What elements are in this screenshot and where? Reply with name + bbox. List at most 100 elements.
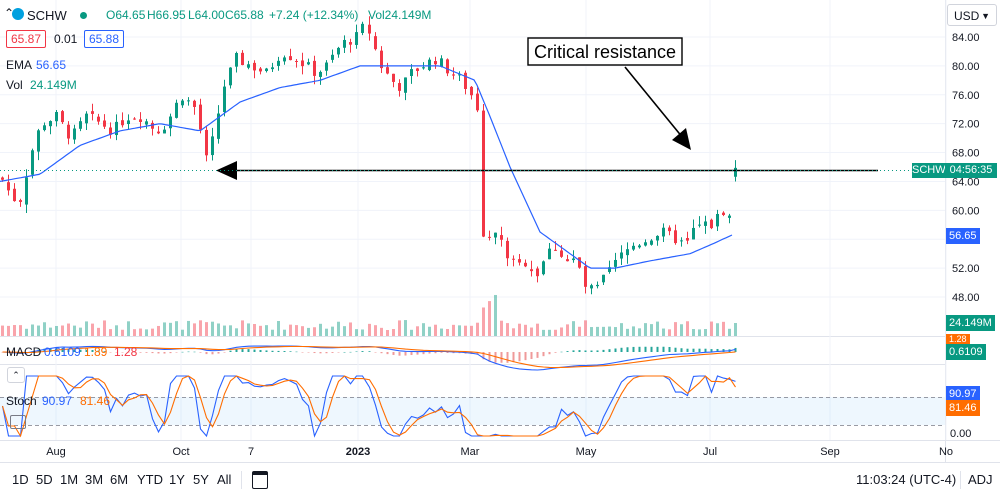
macd-hist-bar xyxy=(488,352,491,362)
macd-hist-bar xyxy=(343,351,346,353)
volume-bar xyxy=(85,321,88,336)
volume-bar xyxy=(704,329,707,336)
vol-label[interactable]: Vol xyxy=(6,78,23,92)
candle-body xyxy=(19,200,22,202)
macd-hist-bar xyxy=(253,349,256,352)
timeframe-5y[interactable]: 5Y xyxy=(193,472,209,487)
volume-bar xyxy=(674,322,677,336)
volume-bar xyxy=(620,323,623,336)
macd-hist-bar xyxy=(319,352,322,354)
candle-body xyxy=(626,249,629,256)
candle-body xyxy=(440,58,443,67)
timeframe-5d[interactable]: 5D xyxy=(36,472,53,487)
macd-hist-bar xyxy=(644,346,647,352)
volume-bar xyxy=(716,323,719,336)
calendar-icon[interactable] xyxy=(252,471,268,489)
volume-bar xyxy=(500,320,503,336)
candle-body xyxy=(386,67,389,74)
timeframe-1m[interactable]: 1M xyxy=(60,472,79,487)
macd-hist-bar xyxy=(578,350,581,352)
candles xyxy=(1,16,737,295)
macd-hist-bar xyxy=(614,348,617,352)
candle-body xyxy=(79,121,82,129)
macd-hist-bar xyxy=(211,352,214,355)
macd-hist-bar xyxy=(476,352,479,355)
candle-body xyxy=(710,219,713,229)
symbol-name[interactable]: SCHW xyxy=(27,8,67,23)
candle-body xyxy=(127,120,130,125)
volume-bar xyxy=(145,329,148,336)
volume-bar xyxy=(398,320,401,336)
macd-hist-bar xyxy=(289,351,292,352)
collapse-chevron-icon[interactable]: ⌃ xyxy=(4,6,15,20)
volume-bar xyxy=(211,321,214,336)
ema-label[interactable]: EMA xyxy=(6,58,33,72)
macd-hist-bar xyxy=(536,352,539,358)
macd-hist-bar xyxy=(548,352,551,355)
macd-hist-bar xyxy=(680,348,683,352)
candle-body xyxy=(458,74,461,76)
timeframe-all[interactable]: All xyxy=(217,472,232,487)
macd-hist-bar xyxy=(181,351,184,353)
macd-hist-bar xyxy=(710,349,713,352)
chevron-down-icon: ▼ xyxy=(981,11,990,21)
gridlines xyxy=(0,0,947,440)
candle-body xyxy=(169,116,172,129)
macd-value: 0.6109 xyxy=(44,345,81,359)
volume-bar xyxy=(530,327,533,336)
vol-legend-value: 24.149M xyxy=(30,78,77,92)
macd-hist-bar xyxy=(686,348,689,352)
macd-hist-bar xyxy=(295,351,298,353)
candle-body xyxy=(620,252,623,259)
macd-label[interactable]: MACD xyxy=(6,345,42,359)
adj-toggle[interactable]: ADJ xyxy=(968,472,993,487)
timeframe-1y[interactable]: 1Y xyxy=(169,472,185,487)
volume-bar xyxy=(175,321,178,336)
macd-hist-bar xyxy=(542,352,545,357)
annotation-arrow[interactable] xyxy=(624,66,684,139)
annotation-box[interactable] xyxy=(527,37,683,66)
timeframe-6m[interactable]: 6M xyxy=(110,472,129,487)
volume-bar xyxy=(446,328,449,336)
volume-bar xyxy=(602,326,605,336)
stoch-label[interactable]: Stoch xyxy=(6,394,37,408)
candle-body xyxy=(464,72,467,89)
candle-body xyxy=(422,67,425,69)
volume-bar xyxy=(91,323,94,336)
volume-bar xyxy=(470,325,473,336)
stoch-k-value: 90.97 xyxy=(42,394,73,408)
macd-hist-bar xyxy=(392,352,395,355)
candle-body xyxy=(392,73,395,82)
candle-body xyxy=(674,230,677,244)
timeframe-3m[interactable]: 3M xyxy=(85,472,104,487)
candle-body xyxy=(277,60,280,66)
macd-hist-bar xyxy=(67,348,70,352)
settings-icon[interactable] xyxy=(10,415,26,429)
macd-hist-bar xyxy=(602,349,605,352)
timeframe-ytd[interactable]: YTD xyxy=(137,472,163,487)
timeframe-1d[interactable]: 1D xyxy=(12,472,29,487)
candle-body xyxy=(374,36,377,50)
volume-bar xyxy=(97,327,100,336)
ask-price[interactable]: 65.88 xyxy=(84,30,125,48)
macd-hist-bar xyxy=(73,349,76,352)
volume-bar xyxy=(380,327,383,336)
candle-body xyxy=(43,125,46,131)
candle-body xyxy=(313,60,316,76)
volume-bar xyxy=(590,327,593,336)
candle-body xyxy=(199,104,202,130)
candle-body xyxy=(512,258,515,260)
price-tick-label: 68.00 xyxy=(952,148,980,160)
currency-label: USD xyxy=(954,9,980,23)
volume-axis-badge: 24.149M xyxy=(946,315,995,331)
volume-bars xyxy=(1,294,737,336)
macd-hist-bar xyxy=(307,352,310,353)
price-tick-label: 76.00 xyxy=(952,90,980,102)
clock[interactable]: 11:03:24 (UTC-4) xyxy=(856,472,957,487)
volume-bar xyxy=(307,327,310,336)
currency-selector[interactable]: USD ▼ xyxy=(947,4,997,26)
bid-price[interactable]: 65.87 xyxy=(6,30,47,48)
collapse-pane-icon[interactable]: ⌃ xyxy=(7,367,25,383)
candle-body xyxy=(716,213,719,227)
